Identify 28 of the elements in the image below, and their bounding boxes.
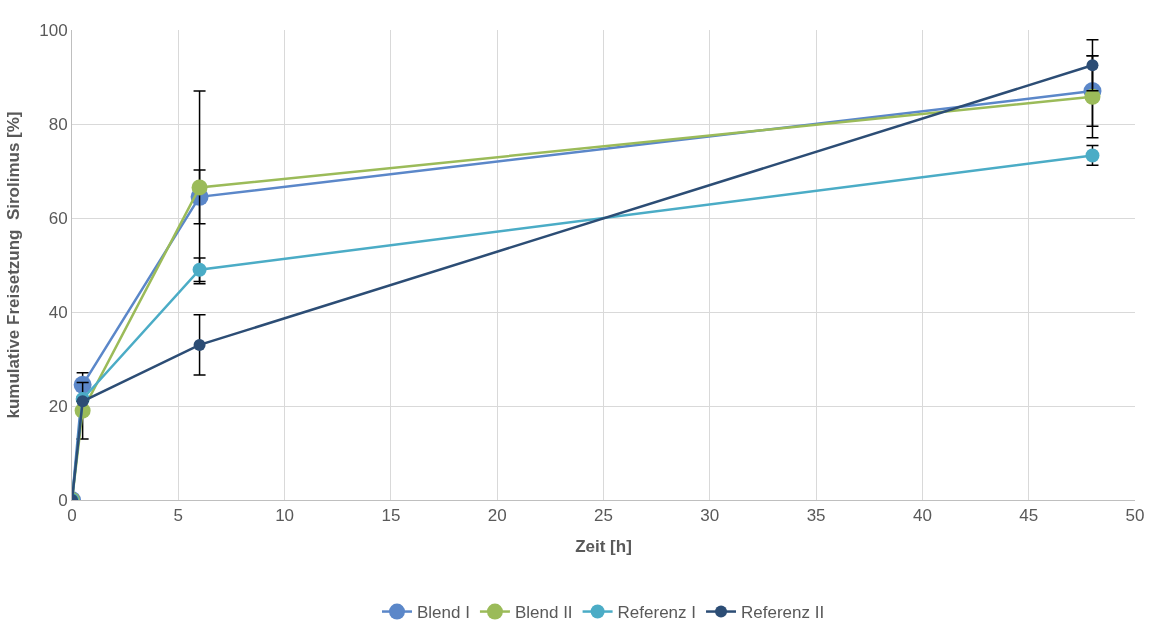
x-tick-label: 40 [912,506,932,526]
y-tick-label: 60 [48,208,68,228]
y-tick-label: 0 [58,490,68,510]
y-axis-title: kumulative Freisetzung Sirolimus [%] [3,111,23,419]
y-tick-label: 20 [48,396,68,416]
point [1084,88,1101,105]
x-tick-label: 35 [806,506,826,526]
legend-label: Referenz I [617,603,697,623]
legend-label: Referenz II [741,603,825,623]
x-tick-label: 25 [594,506,613,526]
legend-label: Blend II [514,603,573,623]
y-tick-label: 40 [48,302,68,322]
point [192,262,207,277]
point [1086,59,1099,72]
point [191,179,208,196]
point [193,338,206,351]
y-tick-label: 80 [48,114,68,134]
x-tick-label: 10 [275,506,295,526]
x-tick-label: 30 [700,506,720,526]
y-tick-label: 100 [39,20,68,40]
x-tick-label: 50 [1125,506,1145,526]
point [76,395,89,408]
x-tick-label: 45 [1019,506,1039,526]
x-tick-label: 15 [381,506,401,526]
x-tick-label: 20 [487,506,507,526]
x-axis-title: Zeit [h] [575,536,632,556]
legend-label: Blend I [417,603,470,623]
x-tick-label: 5 [173,506,184,526]
